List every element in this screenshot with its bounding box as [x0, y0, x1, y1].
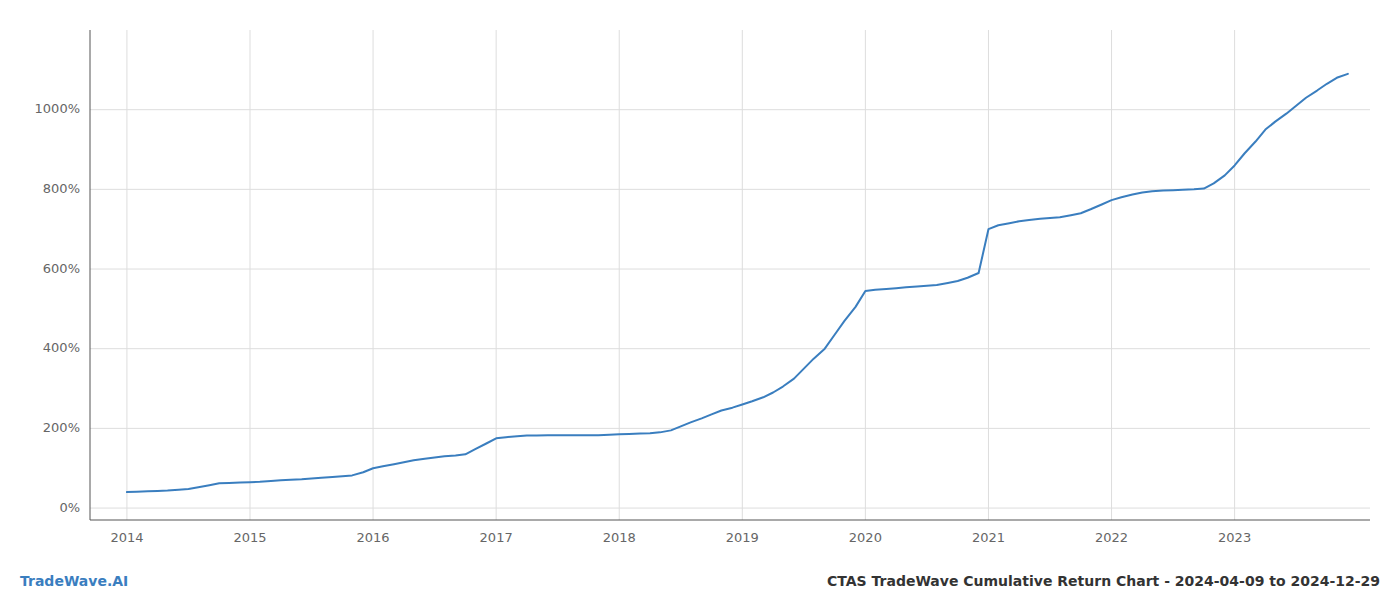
grid-line [1234, 30, 1235, 520]
tick-label: 2015 [233, 530, 266, 545]
tick-label: 2018 [603, 530, 636, 545]
watermark: TradeWave.AI [20, 573, 128, 589]
tick-label: 2017 [480, 530, 513, 545]
y-axis-line [90, 30, 91, 520]
tick-label: 0% [59, 500, 80, 515]
grid-line [90, 109, 1370, 110]
tick-label: 400% [43, 340, 80, 355]
grid-line [126, 30, 127, 520]
grid-line [988, 30, 989, 520]
x-axis-line [90, 520, 1370, 521]
grid-line [90, 269, 1370, 270]
grid-line [619, 30, 620, 520]
grid-line [496, 30, 497, 520]
axes: 0% 200% 400% 600% 800% 1000% 2014 2015 2016 2017 2… [35, 30, 1370, 545]
title: CTAS TradeWave Cumulative Return Chart -… [827, 573, 1380, 589]
tick-label: 800% [43, 181, 80, 196]
grid-line [1111, 30, 1112, 520]
tick-label: 600% [43, 261, 80, 276]
page: {"chart_data": { "type": "line", "title"… [0, 0, 1400, 600]
chart: 0% 200% 400% 600% 800% 1000% 2014 2015 2016 2017 2… [0, 0, 1400, 600]
tick-label: 2014 [110, 530, 143, 545]
grid-line [742, 30, 743, 520]
tick-label: 2023 [1218, 530, 1251, 545]
tick-label: 200% [43, 420, 80, 435]
grid-line [373, 30, 374, 520]
grid-line [90, 428, 1370, 429]
tick-label: 1000% [35, 101, 80, 116]
grid [90, 30, 1370, 520]
tick-label: 2021 [972, 530, 1005, 545]
line [127, 74, 1348, 492]
tick-label: 2022 [1095, 530, 1128, 545]
tick-label: 2016 [357, 530, 390, 545]
grid-line [90, 348, 1370, 349]
grid-line [90, 508, 1370, 509]
grid-line [250, 30, 251, 520]
grid-line [865, 30, 866, 520]
plot-area [127, 74, 1348, 492]
tick-label: 2019 [726, 530, 759, 545]
tick-label: 2020 [849, 530, 882, 545]
